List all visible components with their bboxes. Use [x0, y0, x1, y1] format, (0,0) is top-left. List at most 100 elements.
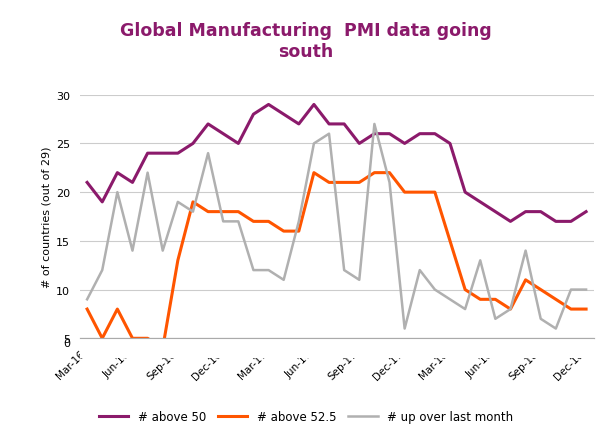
# up over last month — [250, 268, 257, 273]
# above 50 — [522, 210, 529, 215]
# above 50 — [144, 151, 151, 156]
# above 50 — [174, 151, 182, 156]
# above 50 — [159, 151, 166, 156]
# up over last month — [220, 219, 227, 224]
# above 50 — [234, 141, 242, 147]
# up over last month — [552, 326, 559, 332]
# above 52.5 — [386, 171, 393, 176]
# above 50 — [537, 210, 545, 215]
Y-axis label: # of countries (out of 29): # of countries (out of 29) — [42, 146, 51, 288]
# up over last month — [522, 248, 529, 253]
Line: # up over last month: # up over last month — [87, 125, 586, 329]
# above 52.5 — [356, 181, 363, 186]
# above 50 — [356, 141, 363, 147]
# up over last month — [310, 141, 318, 147]
# above 52.5 — [83, 307, 91, 312]
# above 52.5 — [144, 336, 151, 341]
# above 52.5 — [220, 210, 227, 215]
# above 50 — [83, 181, 91, 186]
# above 52.5 — [567, 307, 575, 312]
# up over last month — [204, 151, 212, 156]
# above 50 — [189, 141, 196, 147]
# above 52.5 — [416, 190, 424, 195]
# up over last month — [401, 326, 408, 332]
# above 50 — [326, 122, 333, 127]
# above 50 — [507, 219, 514, 224]
# above 50 — [114, 171, 121, 176]
# above 52.5 — [537, 287, 545, 293]
# above 52.5 — [129, 336, 136, 341]
# above 50 — [340, 122, 348, 127]
# up over last month — [431, 287, 439, 293]
# up over last month — [174, 200, 182, 205]
# up over last month — [99, 268, 106, 273]
# above 52.5 — [507, 307, 514, 312]
# above 50 — [583, 210, 590, 215]
# above 50 — [491, 210, 499, 215]
# up over last month — [234, 219, 242, 224]
# above 50 — [371, 132, 378, 137]
# above 52.5 — [491, 297, 499, 302]
# above 52.5 — [477, 297, 484, 302]
# up over last month — [507, 307, 514, 312]
# above 50 — [250, 112, 257, 118]
# above 52.5 — [552, 297, 559, 302]
# up over last month — [583, 287, 590, 293]
# up over last month — [461, 307, 469, 312]
# up over last month — [295, 219, 302, 224]
# up over last month — [189, 210, 196, 215]
# above 50 — [310, 102, 318, 108]
# above 50 — [386, 132, 393, 137]
# above 52.5 — [522, 278, 529, 283]
# above 50 — [280, 112, 288, 118]
# above 52.5 — [371, 171, 378, 176]
# above 52.5 — [310, 171, 318, 176]
# up over last month — [416, 268, 424, 273]
# up over last month — [280, 278, 288, 283]
# up over last month — [567, 287, 575, 293]
# up over last month — [129, 248, 136, 253]
# above 52.5 — [326, 181, 333, 186]
# up over last month — [446, 297, 453, 302]
# up over last month — [326, 132, 333, 137]
# up over last month — [114, 190, 121, 195]
# above 50 — [446, 141, 453, 147]
# up over last month — [491, 316, 499, 322]
# up over last month — [477, 258, 484, 263]
# above 50 — [220, 132, 227, 137]
# above 52.5 — [295, 229, 302, 234]
Line: # above 52.5: # above 52.5 — [87, 173, 586, 348]
Text: Global Manufacturing  PMI data going
south: Global Manufacturing PMI data going sout… — [120, 22, 492, 60]
# above 50 — [567, 219, 575, 224]
# above 52.5 — [583, 307, 590, 312]
# above 50 — [477, 200, 484, 205]
# up over last month — [340, 268, 348, 273]
# above 52.5 — [234, 210, 242, 215]
# up over last month — [386, 181, 393, 186]
Legend: # above 50, # above 52.5, # up over last month: # above 50, # above 52.5, # up over last… — [94, 406, 518, 428]
# above 50 — [204, 122, 212, 127]
# above 52.5 — [265, 219, 272, 224]
# up over last month — [83, 297, 91, 302]
# above 52.5 — [340, 181, 348, 186]
# above 52.5 — [431, 190, 439, 195]
# up over last month — [159, 248, 166, 253]
# above 50 — [552, 219, 559, 224]
# up over last month — [371, 122, 378, 127]
# up over last month — [265, 268, 272, 273]
# above 50 — [99, 200, 106, 205]
# above 50 — [295, 122, 302, 127]
# above 50 — [265, 102, 272, 108]
# above 52.5 — [401, 190, 408, 195]
Line: # above 50: # above 50 — [87, 105, 586, 222]
# above 52.5 — [280, 229, 288, 234]
# up over last month — [144, 171, 151, 176]
# above 52.5 — [204, 210, 212, 215]
# above 50 — [431, 132, 439, 137]
# above 52.5 — [99, 336, 106, 341]
# above 50 — [416, 132, 424, 137]
# up over last month — [356, 278, 363, 283]
# above 50 — [129, 181, 136, 186]
# above 52.5 — [159, 345, 166, 351]
# above 52.5 — [250, 219, 257, 224]
